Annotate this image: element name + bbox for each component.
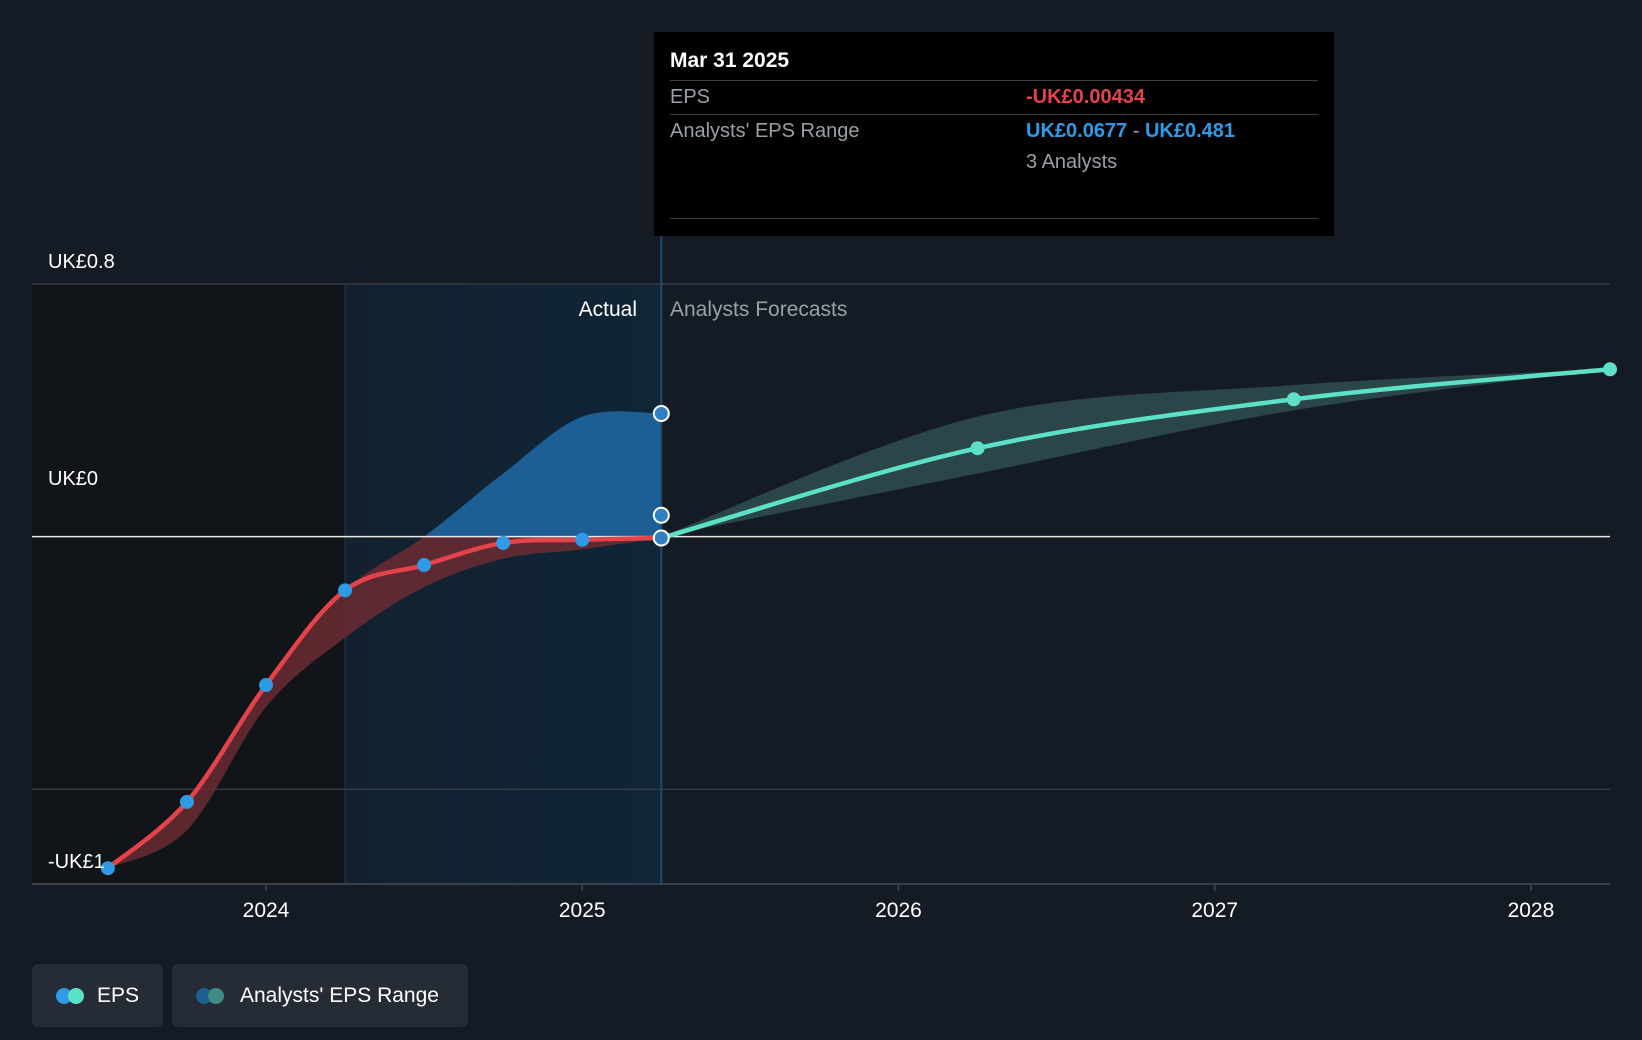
past-period-background bbox=[32, 284, 346, 884]
eps-forecast-point[interactable] bbox=[970, 441, 985, 456]
tooltip-eps-row: EPS -UK£0.00434 bbox=[670, 80, 1318, 114]
tooltip-analysts-row: 3 Analysts bbox=[670, 148, 1318, 181]
actual-range-area-positive bbox=[424, 411, 662, 537]
eps-actual-point[interactable] bbox=[179, 794, 194, 809]
legend-eps-range[interactable]: Analysts' EPS Range bbox=[172, 964, 468, 1027]
x-tick-label: 2024 bbox=[243, 899, 290, 922]
y-label-zero: UK£0 bbox=[48, 468, 98, 490]
tooltip-divider bbox=[670, 218, 1318, 219]
eps-forecast-line bbox=[659, 367, 1613, 541]
forecast-range-area bbox=[661, 369, 1610, 537]
actual-range-area-negative bbox=[107, 536, 662, 869]
tooltip-range-row: Analysts' EPS Range UK£0.0677 - UK£0.481 bbox=[670, 114, 1318, 148]
legend-range-label: Analysts' EPS Range bbox=[240, 983, 439, 1007]
legend-eps[interactable]: EPS bbox=[32, 964, 163, 1027]
tooltip-date: Mar 31 2025 bbox=[670, 49, 790, 72]
eps-forecast-point[interactable] bbox=[1286, 392, 1301, 407]
selected-eps-marker[interactable] bbox=[652, 529, 670, 547]
tooltip: Mar 31 2025 EPS -UK£0.00434 Analysts' EP… bbox=[654, 32, 1334, 236]
eps-points bbox=[100, 362, 1617, 876]
tooltip-range-separator: - bbox=[1127, 120, 1145, 142]
eps-actual-point[interactable] bbox=[575, 532, 590, 547]
x-axis-ticks: 2024 2025 2026 2027 2028 bbox=[243, 884, 1555, 922]
eps-range-legend-icon bbox=[196, 987, 226, 1004]
gridlines bbox=[32, 283, 1610, 791]
eps-actual-point[interactable] bbox=[259, 678, 274, 693]
eps-range-areas bbox=[107, 369, 1610, 869]
tooltip-range-label: Analysts' EPS Range bbox=[670, 120, 860, 142]
forecast-section-label: Analysts Forecasts bbox=[670, 298, 847, 321]
range-high-marker[interactable] bbox=[652, 404, 670, 422]
y-label-bottom: -UK£1 bbox=[48, 851, 105, 873]
eps-forecast-point[interactable] bbox=[1603, 362, 1617, 377]
x-tick-label: 2025 bbox=[559, 899, 606, 922]
tooltip-range-high: UK£0.481 bbox=[1144, 120, 1236, 142]
tooltip-eps-value: -UK£0.00434 bbox=[1026, 86, 1145, 108]
x-tick-label: 2028 bbox=[1508, 899, 1555, 922]
eps-actual-point[interactable] bbox=[338, 583, 353, 598]
eps-actual-point[interactable] bbox=[417, 558, 432, 573]
range-low-marker[interactable] bbox=[652, 506, 670, 524]
eps-legend-icon bbox=[56, 987, 84, 1004]
actual-section-label: Actual bbox=[579, 298, 637, 321]
tooltip-analysts-spacer bbox=[670, 148, 1026, 181]
tooltip-analysts-count: 3 Analysts bbox=[1026, 151, 1118, 173]
x-tick-label: 2026 bbox=[875, 899, 922, 922]
y-label-top: UK£0.8 bbox=[48, 251, 115, 273]
eps-actual-point[interactable] bbox=[100, 861, 115, 876]
tooltip-range-low: UK£0.0677 bbox=[1026, 120, 1128, 142]
tooltip-eps-label: EPS bbox=[670, 86, 711, 108]
x-tick-label: 2027 bbox=[1191, 899, 1238, 922]
legend-eps-label: EPS bbox=[96, 983, 139, 1007]
eps-actual-point[interactable] bbox=[496, 535, 511, 550]
